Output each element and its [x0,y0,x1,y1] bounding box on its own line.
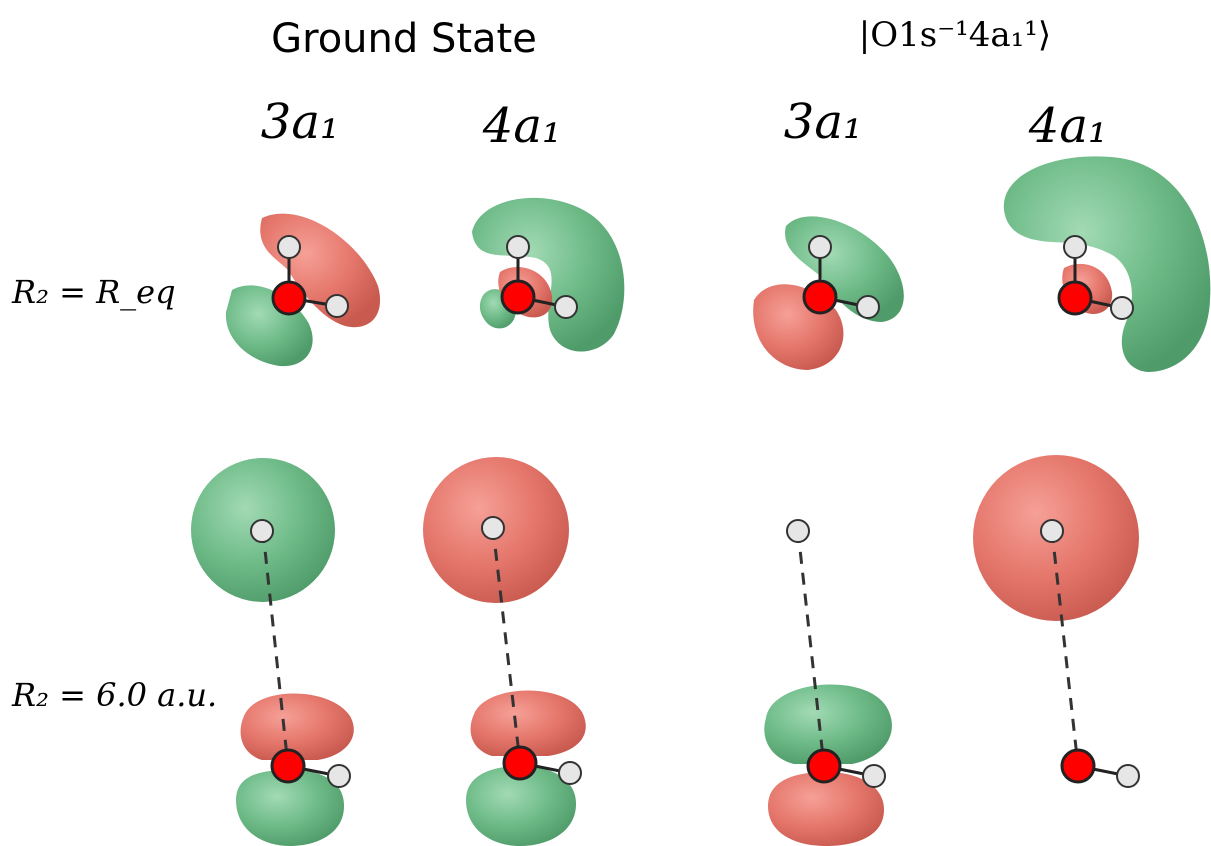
hydrogen-atom [481,516,505,540]
positive-lobe [240,693,354,760]
ground-state-header: Ground State [271,16,537,62]
negative-lobe [236,770,344,846]
hydrogen-atom [808,235,832,259]
orbital-gs-3a1-dissociated [191,458,354,846]
oxygen-atom [806,748,842,784]
oxygen-atom [271,280,307,316]
orbital-ex-3a1-req [753,216,904,370]
oxygen-atom [1057,280,1093,316]
row-label-equilibrium: R₂ = R_eq [11,273,176,311]
orbital-ex-3a1-dissociated [764,519,892,846]
row-label-dissociated: R₂ = 6.0 a.u. [11,676,217,714]
hydrogen-atom [558,761,582,785]
oxygen-atom [802,279,838,315]
hydrogen-bond-dashed [491,527,522,764]
oxygen-atom [500,279,536,315]
hydrogen-atom [1063,235,1087,259]
hydrogen-bond-dashed [1050,530,1080,767]
hydrogen-atom [1116,764,1140,788]
oxygen-atom [1060,748,1096,784]
orbital-ex-4a1-dissociated [973,455,1140,788]
hydrogen-atom [862,764,886,788]
positive-lobe [768,772,884,846]
orbital-gs-3a1-req [225,213,381,367]
hydrogen-atom [325,294,349,318]
hydrogen-atom [1110,296,1134,320]
hydrogen-atom [554,295,578,319]
hydrogen-atom [250,519,274,543]
orbital-gs-4a1-req [472,197,625,352]
negative-lobe [1003,156,1211,372]
orbital-label-ex-3a1: 3a₁ [784,94,862,150]
orbital-label-ex-4a1: 4a₁ [1028,98,1107,154]
negative-lobe [764,684,892,764]
negative-lobe [466,766,576,846]
oxygen-atom [502,745,538,781]
hydrogen-bond-dashed [796,530,826,767]
hydrogen-bond-dashed [261,530,290,767]
positive-lobe [470,690,586,756]
hydrogen-atom [327,764,351,788]
orbital-label-gs-4a1: 4a₁ [482,98,561,154]
hydrogen-atom [506,235,530,259]
hydrogen-atom [1040,519,1064,543]
orbital-label-gs-3a1: 3a₁ [261,94,339,150]
hydrogen-atom [277,235,301,259]
oxygen-atom [270,748,306,784]
negative-lobe [472,197,625,352]
hydrogen-atom [786,519,810,543]
excited-state-header: |O1s⁻¹4a₁¹⟩ [859,15,1051,55]
orbital-gs-4a1-dissociated [423,457,586,846]
hydrogen-atom [856,295,880,319]
orbital-ex-4a1-req [1003,156,1211,372]
